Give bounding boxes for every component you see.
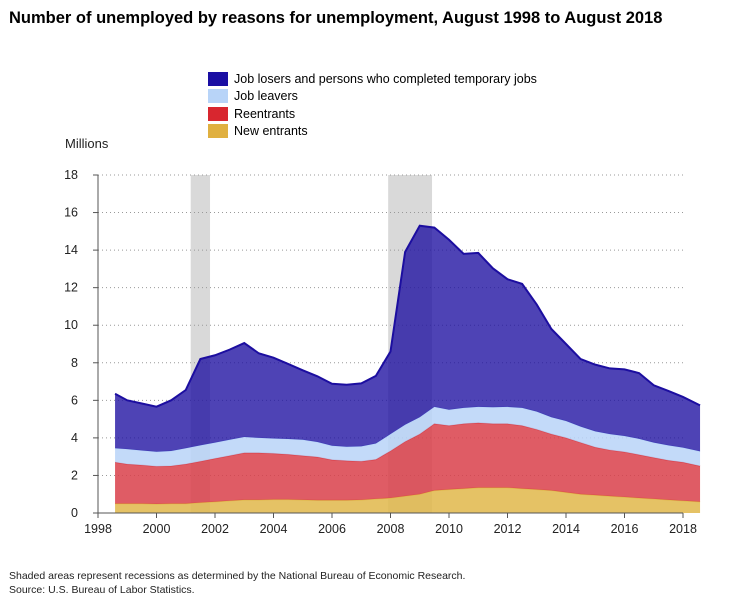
x-tick-label-2002: 2002 [201, 522, 229, 536]
y-tick-label-6: 6 [71, 393, 78, 407]
legend-label-job-losers: Job losers and persons who completed tem… [234, 71, 537, 86]
legend-label-reentrants: Reentrants [234, 106, 296, 121]
y-tick-label-2: 2 [71, 468, 78, 482]
y-tick-label-16: 16 [64, 206, 78, 220]
footnote-source: Source: U.S. Bureau of Labor Statistics. [9, 584, 195, 596]
y-tick-label-8: 8 [71, 356, 78, 370]
legend-label-new-entrants: New entrants [234, 124, 308, 139]
x-tick-label-2018: 2018 [669, 522, 697, 536]
legend-item-new-entrants: New entrants [208, 123, 537, 141]
y-tick-label-14: 14 [64, 243, 78, 257]
y-tick-label-18: 18 [64, 168, 78, 182]
x-tick-label-2014: 2014 [552, 522, 580, 536]
legend-swatch-reentrants [208, 106, 228, 121]
x-tick-label-2010: 2010 [435, 522, 463, 536]
x-tick-label-2006: 2006 [318, 522, 346, 536]
x-tick-label-2012: 2012 [494, 522, 522, 536]
y-axis-label: Millions [65, 136, 109, 151]
series-area-job-leavers [115, 406, 701, 467]
y-tick-label-4: 4 [71, 431, 78, 445]
series-area-job-losers [115, 225, 701, 452]
x-tick-label-2008: 2008 [377, 522, 405, 536]
y-tick-label-12: 12 [64, 281, 78, 295]
chart-title: Number of unemployed by reasons for unem… [9, 9, 663, 27]
y-tick-label-0: 0 [71, 506, 78, 520]
legend-item-job-losers: Job losers and persons who completed tem… [208, 70, 537, 88]
legend-swatch-job-losers [208, 71, 228, 86]
legend-item-job-leavers: Job leavers [208, 88, 537, 106]
footnote-recessions: Shaded areas represent recessions as det… [9, 570, 466, 582]
series-line-job-losers [114, 224, 701, 408]
x-tick-label-2016: 2016 [611, 522, 639, 536]
series-area-new-entrants [115, 487, 701, 513]
x-tick-label-2000: 2000 [143, 522, 171, 536]
x-tick-label-2004: 2004 [260, 522, 288, 536]
legend-item-reentrants: Reentrants [208, 105, 537, 123]
legend-swatch-job-leavers [208, 89, 228, 104]
y-tick-label-10: 10 [64, 318, 78, 332]
legend-swatch-new-entrants [208, 124, 228, 139]
legend-label-job-leavers: Job leavers [234, 89, 298, 104]
legend: Job losers and persons who completed tem… [208, 70, 537, 140]
x-tick-label-1998: 1998 [84, 522, 112, 536]
series-area-reentrants [115, 422, 701, 504]
